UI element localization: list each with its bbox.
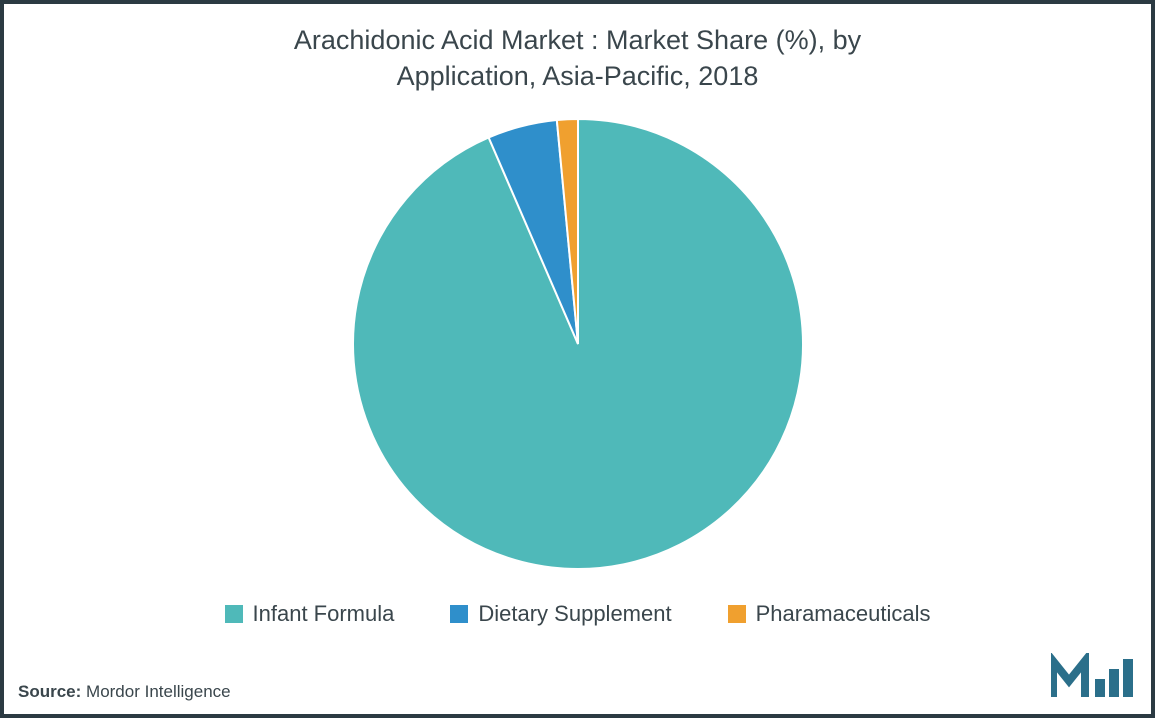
- pie-chart: [318, 109, 838, 579]
- legend-item-2: Pharamaceuticals: [728, 601, 931, 627]
- title-line-2: Application, Asia-Pacific, 2018: [397, 61, 759, 91]
- legend-label-2: Pharamaceuticals: [756, 601, 931, 627]
- source-attribution: Source: Mordor Intelligence: [18, 682, 231, 702]
- legend-swatch-0: [225, 605, 243, 623]
- legend-swatch-1: [450, 605, 468, 623]
- legend-swatch-2: [728, 605, 746, 623]
- legend-item-1: Dietary Supplement: [450, 601, 671, 627]
- source-label: Source:: [18, 682, 81, 701]
- pie-chart-container: [4, 109, 1151, 579]
- source-value: Mordor Intelligence: [86, 682, 231, 701]
- legend-item-0: Infant Formula: [225, 601, 395, 627]
- chart-title: Arachidonic Acid Market : Market Share (…: [4, 4, 1151, 95]
- title-line-1: Arachidonic Acid Market : Market Share (…: [294, 25, 861, 55]
- chart-frame: Arachidonic Acid Market : Market Share (…: [0, 0, 1155, 718]
- legend-label-0: Infant Formula: [253, 601, 395, 627]
- brand-logo: [1051, 653, 1135, 704]
- legend: Infant Formula Dietary Supplement Pharamac…: [4, 601, 1151, 627]
- mordor-logo-icon: [1051, 653, 1135, 699]
- legend-label-1: Dietary Supplement: [478, 601, 671, 627]
